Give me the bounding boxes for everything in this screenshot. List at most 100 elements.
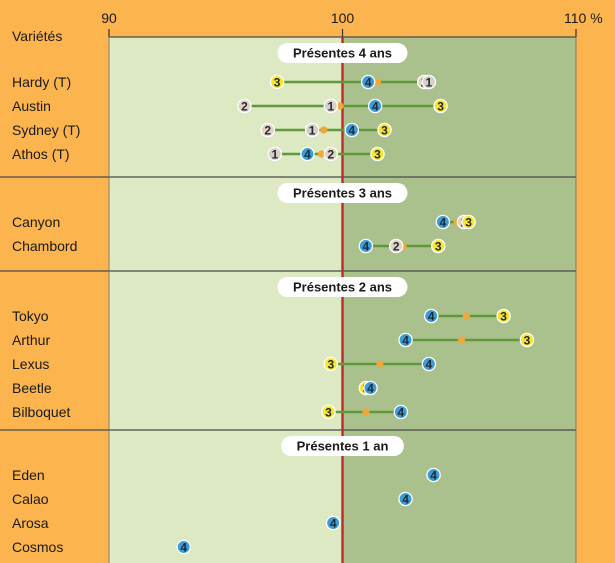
variety-group: Présentes 3 ansCanyon423Chambord423 — [12, 183, 476, 254]
mean-marker — [373, 78, 382, 86]
data-point — [304, 122, 320, 138]
data-point — [435, 214, 451, 230]
x-axis: 90 100 110 % — [101, 10, 603, 37]
variety-row: Athos (T) 1 4 2 3 — [12, 146, 385, 162]
mean-marker — [336, 102, 344, 110]
plot-area-above-100 — [342, 37, 576, 563]
data-point — [363, 380, 378, 396]
data-point — [461, 214, 476, 230]
data-point — [433, 98, 448, 114]
variety-label: Arosa — [12, 515, 49, 531]
data-point — [323, 356, 339, 372]
data-point — [325, 515, 341, 531]
variety-label: Calao — [12, 491, 49, 507]
variety-row: Chambord 4 2 3 — [12, 238, 446, 254]
data-point-label: 4 — [430, 468, 437, 482]
data-point-label: 4 — [402, 333, 409, 347]
data-point-label: 4 — [365, 75, 372, 89]
plot-area-below-100 — [109, 37, 343, 563]
data-point-label: 2 — [241, 99, 248, 113]
x-tick-label: 100 — [331, 10, 355, 26]
data-point-label: 4 — [426, 357, 433, 371]
x-tick-label: 110 % — [564, 10, 603, 26]
data-point — [388, 238, 404, 254]
row-label-header: Variétés — [12, 28, 62, 44]
variety-label: Lexus — [12, 356, 49, 372]
variety-label: Athos (T) — [12, 146, 70, 162]
group-title-pill — [277, 183, 408, 203]
mean-marker — [317, 150, 326, 158]
group-title-pill — [281, 436, 404, 456]
data-point-label: 4 — [398, 405, 405, 419]
mean-marker — [457, 336, 466, 344]
variety-label: Arthur — [12, 332, 50, 348]
variety-row: Arthur 4 3 — [12, 332, 535, 348]
data-point-label: 3 — [435, 239, 442, 253]
data-point — [358, 238, 374, 254]
data-point — [496, 308, 511, 324]
mean-marker — [320, 126, 328, 134]
data-point-label: 2 — [393, 239, 400, 253]
variety-group: Présentes 1 an Eden 4 Calao 4 Arosa 4 Cosmos 4 — [12, 436, 441, 555]
group-title: Présentes 1 an — [297, 439, 389, 454]
data-point — [398, 332, 413, 348]
variety-label: Cosmos — [12, 539, 63, 555]
data-point-label: 2 — [327, 147, 334, 161]
data-point-label: 3 — [524, 333, 531, 347]
variety-row: Canyon423 — [12, 214, 476, 230]
data-point-label: 4 — [304, 147, 311, 161]
variety-label: Hardy (T) — [12, 74, 71, 90]
data-point — [426, 467, 441, 483]
data-point-label: 4 — [180, 540, 187, 554]
group-title-pill — [277, 43, 408, 63]
variety-label: Chambord — [12, 238, 77, 254]
data-point — [344, 122, 360, 138]
data-point-label: 1 — [271, 147, 278, 161]
mean-marker — [376, 360, 384, 368]
variety-row: Cosmos 4 — [12, 539, 191, 555]
data-point — [360, 74, 376, 90]
data-point — [260, 122, 276, 138]
data-point-label: 3 — [500, 309, 507, 323]
variety-label: Eden — [12, 467, 45, 483]
variety-label: Bilboquet — [12, 404, 70, 420]
data-point — [398, 491, 413, 507]
variety-row: Bilboquet 3 4 — [12, 404, 409, 420]
variety-row: Eden 4 — [12, 467, 441, 483]
data-point — [269, 74, 285, 90]
x-tick-label: 90 — [101, 10, 117, 26]
data-point-label: 1 — [309, 123, 316, 137]
variety-label: Canyon — [12, 214, 60, 230]
data-point — [370, 146, 385, 162]
data-point — [421, 74, 437, 90]
variety-row: Lexus 3 4 — [12, 356, 437, 372]
variety-label: Sydney (T) — [12, 122, 80, 138]
data-point — [367, 98, 383, 114]
data-point-label: 3 — [374, 147, 381, 161]
data-point-label: 4 — [428, 309, 435, 323]
data-point-label: 1 — [327, 99, 334, 113]
mean-marker — [462, 312, 470, 320]
data-point — [176, 539, 191, 555]
variety-row: Hardy (T)3421 — [12, 74, 437, 90]
group-title: Présentes 4 ans — [293, 46, 392, 61]
data-point — [237, 98, 252, 114]
data-point — [393, 404, 409, 420]
data-point-label: 3 — [325, 405, 332, 419]
mean-marker — [362, 408, 370, 416]
data-point — [430, 238, 446, 254]
variety-label: Tokyo — [12, 308, 49, 324]
group-title-pill — [277, 277, 408, 297]
data-point — [377, 122, 392, 138]
data-point-label: 3 — [465, 215, 472, 229]
variety-row: Calao 4 — [12, 491, 413, 507]
variety-row: Tokyo 4 3 — [12, 308, 511, 324]
data-point — [519, 332, 535, 348]
data-point — [267, 146, 283, 162]
data-point-label: 3 — [437, 99, 444, 113]
data-point — [323, 98, 339, 114]
data-point — [421, 356, 437, 372]
